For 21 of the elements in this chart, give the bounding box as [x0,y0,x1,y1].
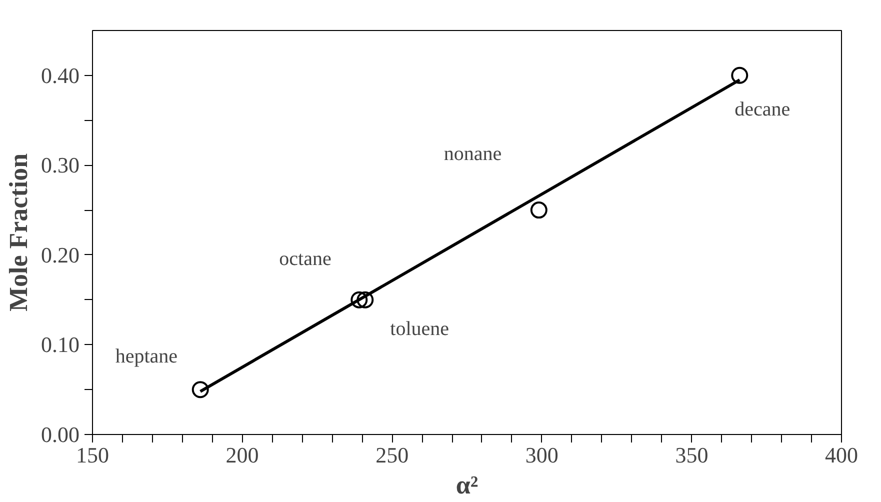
annotation: heptane [115,346,178,368]
x-tick-label: 350 [675,442,708,468]
annotation: decane [734,98,790,120]
y-tick-label: 0.20 [41,242,80,268]
annotation: octane [279,248,332,270]
y-axis-title: Mole Fraction [4,152,33,312]
y-tick-label: 0.30 [41,152,80,178]
point [192,381,209,398]
y-tick-label: 0.10 [41,332,80,358]
x-tick-label: 400 [825,442,858,468]
point [356,291,374,308]
x-tick-label: 250 [376,442,409,468]
x-tick-label: 300 [525,442,558,468]
x-tick-label: 200 [226,442,259,468]
annotation: toluene [390,318,450,340]
point [530,202,548,219]
annotation: nonane [444,143,502,166]
y-tick-label: 0.40 [41,62,80,88]
x-axis-title: α² [456,470,478,500]
point [731,66,748,84]
point [350,291,368,308]
